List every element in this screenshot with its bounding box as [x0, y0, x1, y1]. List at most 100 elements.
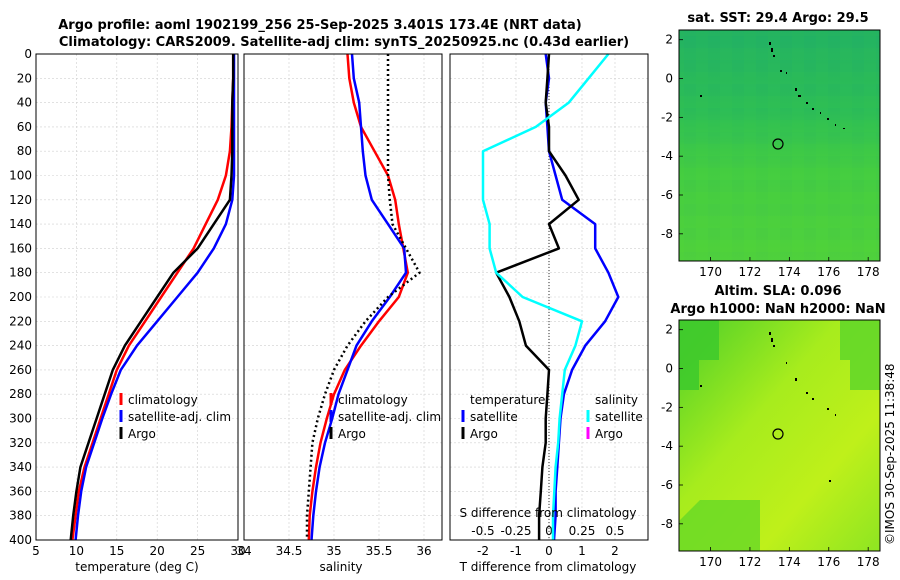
s-difference-xlabel: S difference from climatology: [460, 506, 637, 520]
s-tick-label: -0.5: [471, 524, 494, 538]
argo-position-marker: [772, 138, 784, 150]
s-tick-label: 0.25: [569, 524, 596, 538]
sla-map-islands: [700, 332, 836, 482]
map-x-tick-label: 174: [778, 265, 801, 279]
title-line-2: Climatology: CARS2009. Satellite-adj cli…: [59, 35, 629, 50]
series-line-satellite-adj-clim: [74, 54, 236, 541]
map-y-tick-label: -6: [661, 188, 673, 202]
y-tick-label: 380: [9, 509, 32, 523]
y-tick-label: 360: [9, 484, 32, 498]
series-line-s-satellite: [481, 53, 610, 540]
temperature-legend: climatology satellite-adj. clim Argo: [119, 393, 231, 441]
s-tick-label: -0.25: [500, 524, 531, 538]
y-tick-label: 340: [9, 460, 32, 474]
x-tick-label: 35.5: [366, 544, 393, 558]
map-y-tick-label: -2: [661, 110, 673, 124]
sla-map-region: [679, 320, 719, 390]
legend-satellite-adj: satellite-adj. clim: [128, 410, 231, 424]
y-tick-label: 100: [9, 169, 32, 183]
x-tick-label: 5: [32, 544, 40, 558]
map-y-tick-label: -6: [661, 478, 673, 492]
sst-map-texture: [679, 30, 880, 261]
y-tick-label: 180: [9, 266, 32, 280]
y-tick-label: 240: [9, 339, 32, 353]
y-tick-label: 160: [9, 241, 32, 255]
sst-map: [678, 29, 881, 262]
series-line-climatology: [307, 53, 410, 541]
sla-map-region: [679, 500, 760, 551]
map2-title-1: Altim. SLA: 0.096: [715, 284, 842, 299]
map-x-tick-label: 178: [857, 555, 880, 569]
axes-frame: [35, 53, 239, 541]
series-line-climatology: [71, 54, 235, 541]
x-tick-label: 2: [611, 544, 619, 558]
legend-t-satellite: satellite: [470, 410, 518, 424]
map-y-tick-label: 2: [665, 33, 673, 47]
y-tick-label: 400: [9, 533, 32, 547]
map1-title: sat. SST: 29.4 Argo: 29.5: [687, 11, 868, 26]
x-tick-label: -1: [510, 544, 522, 558]
title-line-1: Argo profile: aoml 1902199_256 25-Sep-20…: [58, 18, 582, 33]
map-y-tick-label: -8: [661, 227, 673, 241]
sst-map-frame: [678, 29, 881, 262]
map-x-tick-label: 172: [738, 555, 761, 569]
x-tick-label: 35: [326, 544, 341, 558]
x-tick-label: 1: [578, 544, 586, 558]
y-tick-label: 20: [17, 71, 32, 85]
map-x-tick-label: 176: [817, 265, 840, 279]
sla-map: [678, 319, 881, 552]
salinity-axes: 34 34.5 35 35.5 36: [236, 53, 443, 558]
y-tick-label: 260: [9, 363, 32, 377]
legend-satellite-adj: satellite-adj. clim: [338, 410, 441, 424]
x-tick-label: 36: [416, 544, 431, 558]
difference-axes: -2 -1 0 1 2-0.5 -0.25 0 0.25 0.5: [449, 53, 649, 558]
y-tick-label: 200: [9, 290, 32, 304]
map-y-tick-label: -4: [661, 439, 673, 453]
legend-s-satellite: satellite: [595, 410, 643, 424]
x-tick-label: 34.5: [276, 544, 303, 558]
y-tick-label: 120: [9, 193, 32, 207]
legend-t-argo: Argo: [470, 427, 498, 441]
y-tick-label: 60: [17, 120, 32, 134]
sst-map-ticks: 170 172 174 176 178 2 0 -2 -4 -6 -8: [661, 33, 880, 279]
map-y-tick-label: 2: [665, 323, 673, 337]
sla-map-frame: [678, 319, 881, 552]
map-x-tick-label: 176: [817, 555, 840, 569]
temperature-axes: 5 10 15 20 25 3002040608010012014016018020022…: [9, 47, 246, 558]
difference-xlabel: T difference from climatology: [459, 560, 637, 574]
legend-s-argo: Argo: [595, 427, 623, 441]
map-x-tick-label: 172: [738, 265, 761, 279]
legend-argo: Argo: [338, 427, 366, 441]
x-tick-label: 0: [545, 544, 553, 558]
map-y-tick-label: -2: [661, 400, 673, 414]
map-y-tick-label: 0: [665, 362, 673, 376]
series-line-t-argo: [494, 53, 580, 540]
salinity-legend: climatology satellite-adj. clim Argo: [329, 393, 441, 441]
sla-map-ticks: 170 172 174 176 178 2 0 -2 -4 -6 -8: [661, 323, 880, 569]
copyright-label: ©IMOS 30-Sep-2025 11:38:48: [883, 363, 897, 545]
sla-map-region: [840, 320, 880, 390]
series-line-satellite-adj-clim: [310, 53, 408, 541]
y-tick-label: 0: [24, 47, 32, 61]
axes-frame: [243, 53, 443, 541]
series-line-argo: [69, 54, 235, 541]
map-y-tick-label: -4: [661, 149, 673, 163]
map-x-tick-label: 174: [778, 555, 801, 569]
x-tick-label: 20: [150, 544, 165, 558]
x-tick-label: -2: [477, 544, 489, 558]
map-x-tick-label: 170: [699, 555, 722, 569]
y-tick-label: 80: [17, 144, 32, 158]
salinity-xlabel: salinity: [319, 560, 362, 574]
map-y-tick-label: -8: [661, 517, 673, 531]
legend-climatology: climatology: [338, 393, 408, 407]
x-tick-label: 10: [69, 544, 84, 558]
y-tick-label: 300: [9, 412, 32, 426]
y-tick-label: 280: [9, 387, 32, 401]
legend-temperature-title: temperature: [470, 393, 545, 407]
map-x-tick-label: 178: [857, 265, 880, 279]
legend-climatology: climatology: [128, 393, 198, 407]
series-line-argo: [305, 54, 421, 540]
difference-legend: temperature satellite Argo salinity sate…: [461, 393, 643, 441]
y-tick-label: 220: [9, 314, 32, 328]
